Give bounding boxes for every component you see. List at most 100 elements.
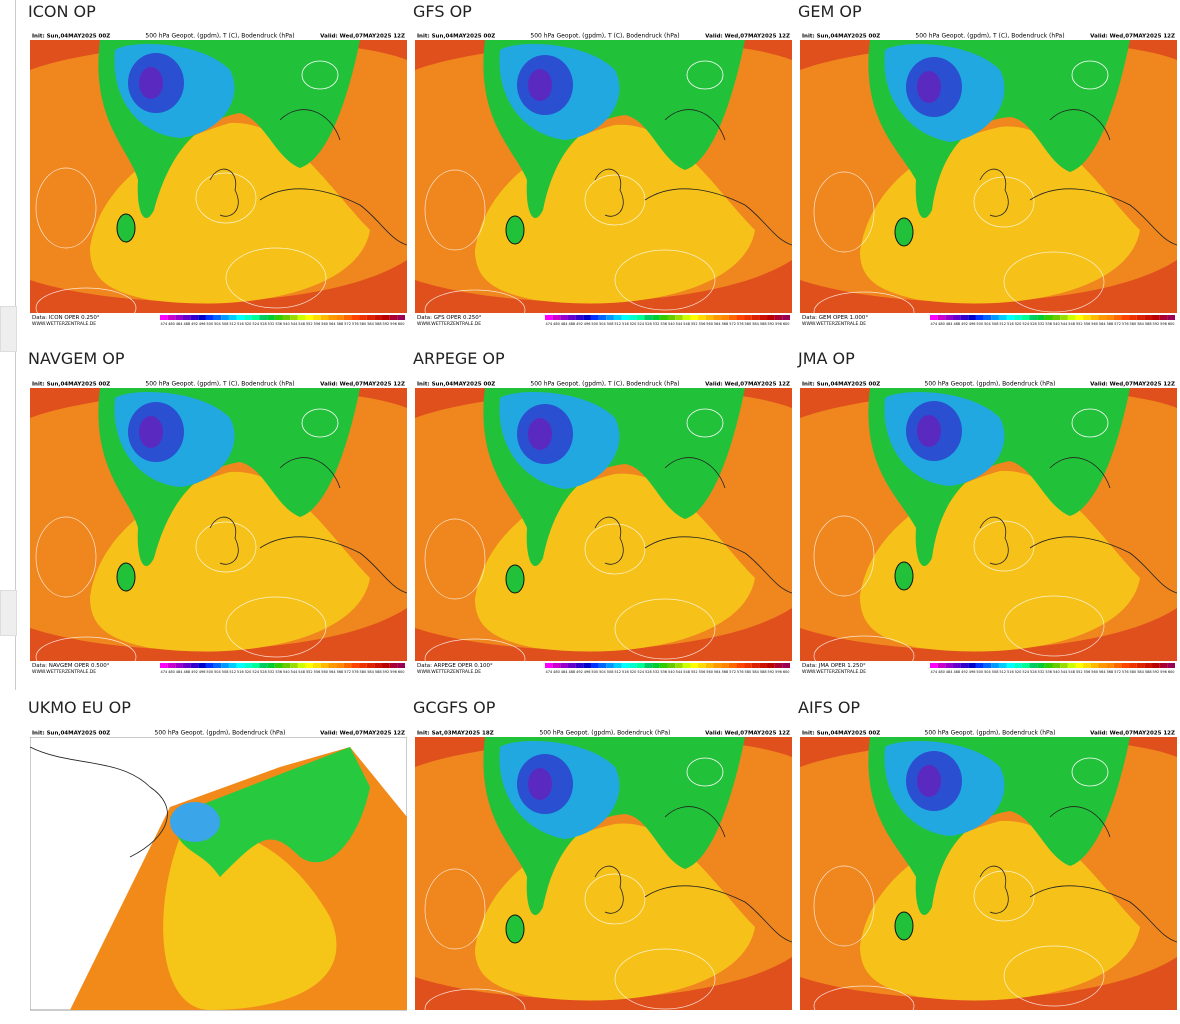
field-label: 500 hPa Geopot. (gpdm), Bodendruck (hPa)	[155, 730, 286, 737]
colorbar-cell	[343, 315, 352, 320]
data-label: Data: GFS OPER 0.250°	[417, 315, 482, 321]
colorbar-cell	[968, 315, 976, 320]
map-low	[1071, 408, 1109, 438]
panel-title: GFS OP	[413, 2, 472, 21]
colorbar-label: 504	[599, 670, 606, 674]
colorbar-label: 600	[1168, 670, 1175, 674]
colorbar-cell	[774, 315, 783, 320]
colorbar-label: 536	[1045, 322, 1052, 326]
colorbar-cell	[389, 663, 398, 668]
colorbar-label: 540	[1053, 670, 1060, 674]
isobar	[195, 172, 257, 224]
colorbar-label: 500	[206, 670, 213, 674]
map-coast	[979, 109, 1177, 246]
colorbar-cell	[1136, 315, 1145, 320]
colorbar-cell	[1144, 315, 1153, 320]
colorbar-label: 580	[1130, 670, 1137, 674]
colorbar-label: 572	[729, 670, 736, 674]
colorbar-label: 568	[1107, 322, 1114, 326]
colorbar-cell	[937, 663, 946, 668]
valid-label: Valid: Wed,07MAY2025 12Z	[320, 731, 405, 737]
colorbar-cell	[1113, 315, 1122, 320]
map-area	[800, 388, 1177, 675]
init-label: Init: Sun,04MAY2025 00Z	[802, 731, 880, 737]
colorbar-label: 488	[183, 670, 190, 674]
colorbar-cell	[1044, 663, 1053, 668]
colorbar-label: 480	[553, 322, 560, 326]
panel-title: GCGFS OP	[413, 698, 496, 717]
colorbar-label: 496	[584, 322, 591, 326]
map-area	[415, 737, 792, 1024]
colorbar-label: 596	[775, 322, 782, 326]
colorbar-cell	[297, 663, 306, 668]
field-label: 500 hPa Geopot. (gpdm), T (C), Bodendruc…	[530, 381, 679, 388]
site-label: WWW.WETTERZENTRALE.DE	[32, 321, 96, 327]
isobar	[424, 518, 486, 600]
colorbar-label: 528	[260, 670, 267, 674]
colorbar-label: 536	[275, 322, 282, 326]
colorbar-label: 580	[360, 322, 367, 326]
colorbar-label: 536	[1045, 670, 1052, 674]
colorbar-cell	[682, 663, 691, 668]
colorbar-cell	[644, 315, 653, 320]
colorbar-cell	[721, 663, 729, 668]
colorbar-label: 544	[291, 670, 298, 674]
colorbar-cell	[167, 663, 176, 668]
colorbar-cell	[359, 315, 367, 320]
colorbar-cell	[751, 663, 760, 668]
colorbar-label: 552	[306, 322, 313, 326]
colorbar-cell	[698, 315, 706, 320]
field-label: 500 hPa Geopot. (gpdm), T (C), Bodendruc…	[145, 33, 294, 40]
colorbar-label: 572	[344, 670, 351, 674]
colorbar-cell	[782, 663, 790, 668]
map-purple	[917, 415, 941, 447]
colorbar-cell	[728, 663, 737, 668]
isobar	[973, 176, 1035, 228]
colorbar-label: 516	[237, 670, 244, 674]
panel-title: UKMO EU OP	[28, 698, 131, 717]
colorbar-cell	[1106, 315, 1114, 320]
colorbar-cell	[198, 663, 206, 668]
colorbar-cell	[728, 315, 737, 320]
map-coast	[594, 457, 792, 594]
isobar	[614, 249, 716, 311]
map-green-cutoff	[505, 914, 525, 944]
colorbar-cell	[236, 315, 245, 320]
colorbar-label: 552	[1076, 670, 1083, 674]
colorbar-cell	[567, 315, 576, 320]
colorbar-cell	[945, 663, 953, 668]
colorbar-cell	[290, 315, 298, 320]
colorbar-cell	[675, 663, 683, 668]
colorbar-label: 520	[1015, 322, 1022, 326]
colorbar-label: 508	[222, 670, 229, 674]
isobar	[424, 638, 526, 675]
colorbar-cell	[1152, 315, 1160, 320]
colorbar-cell	[1014, 663, 1022, 668]
colorbar-label: 580	[1130, 322, 1137, 326]
colorbar-label: 536	[660, 322, 667, 326]
colorbar-cell	[1006, 315, 1015, 320]
colorbar-cell	[675, 315, 683, 320]
colorbar-label: 484	[946, 670, 953, 674]
data-label: Data: ICON OPER 0.250°	[32, 315, 100, 321]
colorbar-label: 524	[637, 670, 644, 674]
colorbar-label: 584	[1137, 670, 1144, 674]
colorbar-cell	[1037, 663, 1045, 668]
colorbar-cell	[1090, 315, 1099, 320]
colorbar-cell	[774, 663, 783, 668]
colorbar-cell	[282, 663, 291, 668]
colorbar-label: 520	[245, 670, 252, 674]
map-green	[170, 747, 370, 877]
colorbar-label: 564	[329, 322, 336, 326]
colorbar-label: 600	[398, 670, 405, 674]
colorbar-label: 568	[722, 322, 729, 326]
colorbar-cell	[251, 663, 260, 668]
colorbar-label: 580	[745, 322, 752, 326]
colorbar-label: 512	[999, 670, 1006, 674]
colorbar-label: 528	[1030, 322, 1037, 326]
isobar	[424, 169, 486, 251]
colorbar-label: 496	[199, 322, 206, 326]
colorbar-label: 568	[337, 322, 344, 326]
colorbar-label: 516	[622, 670, 629, 674]
colorbar-cell	[167, 315, 176, 320]
